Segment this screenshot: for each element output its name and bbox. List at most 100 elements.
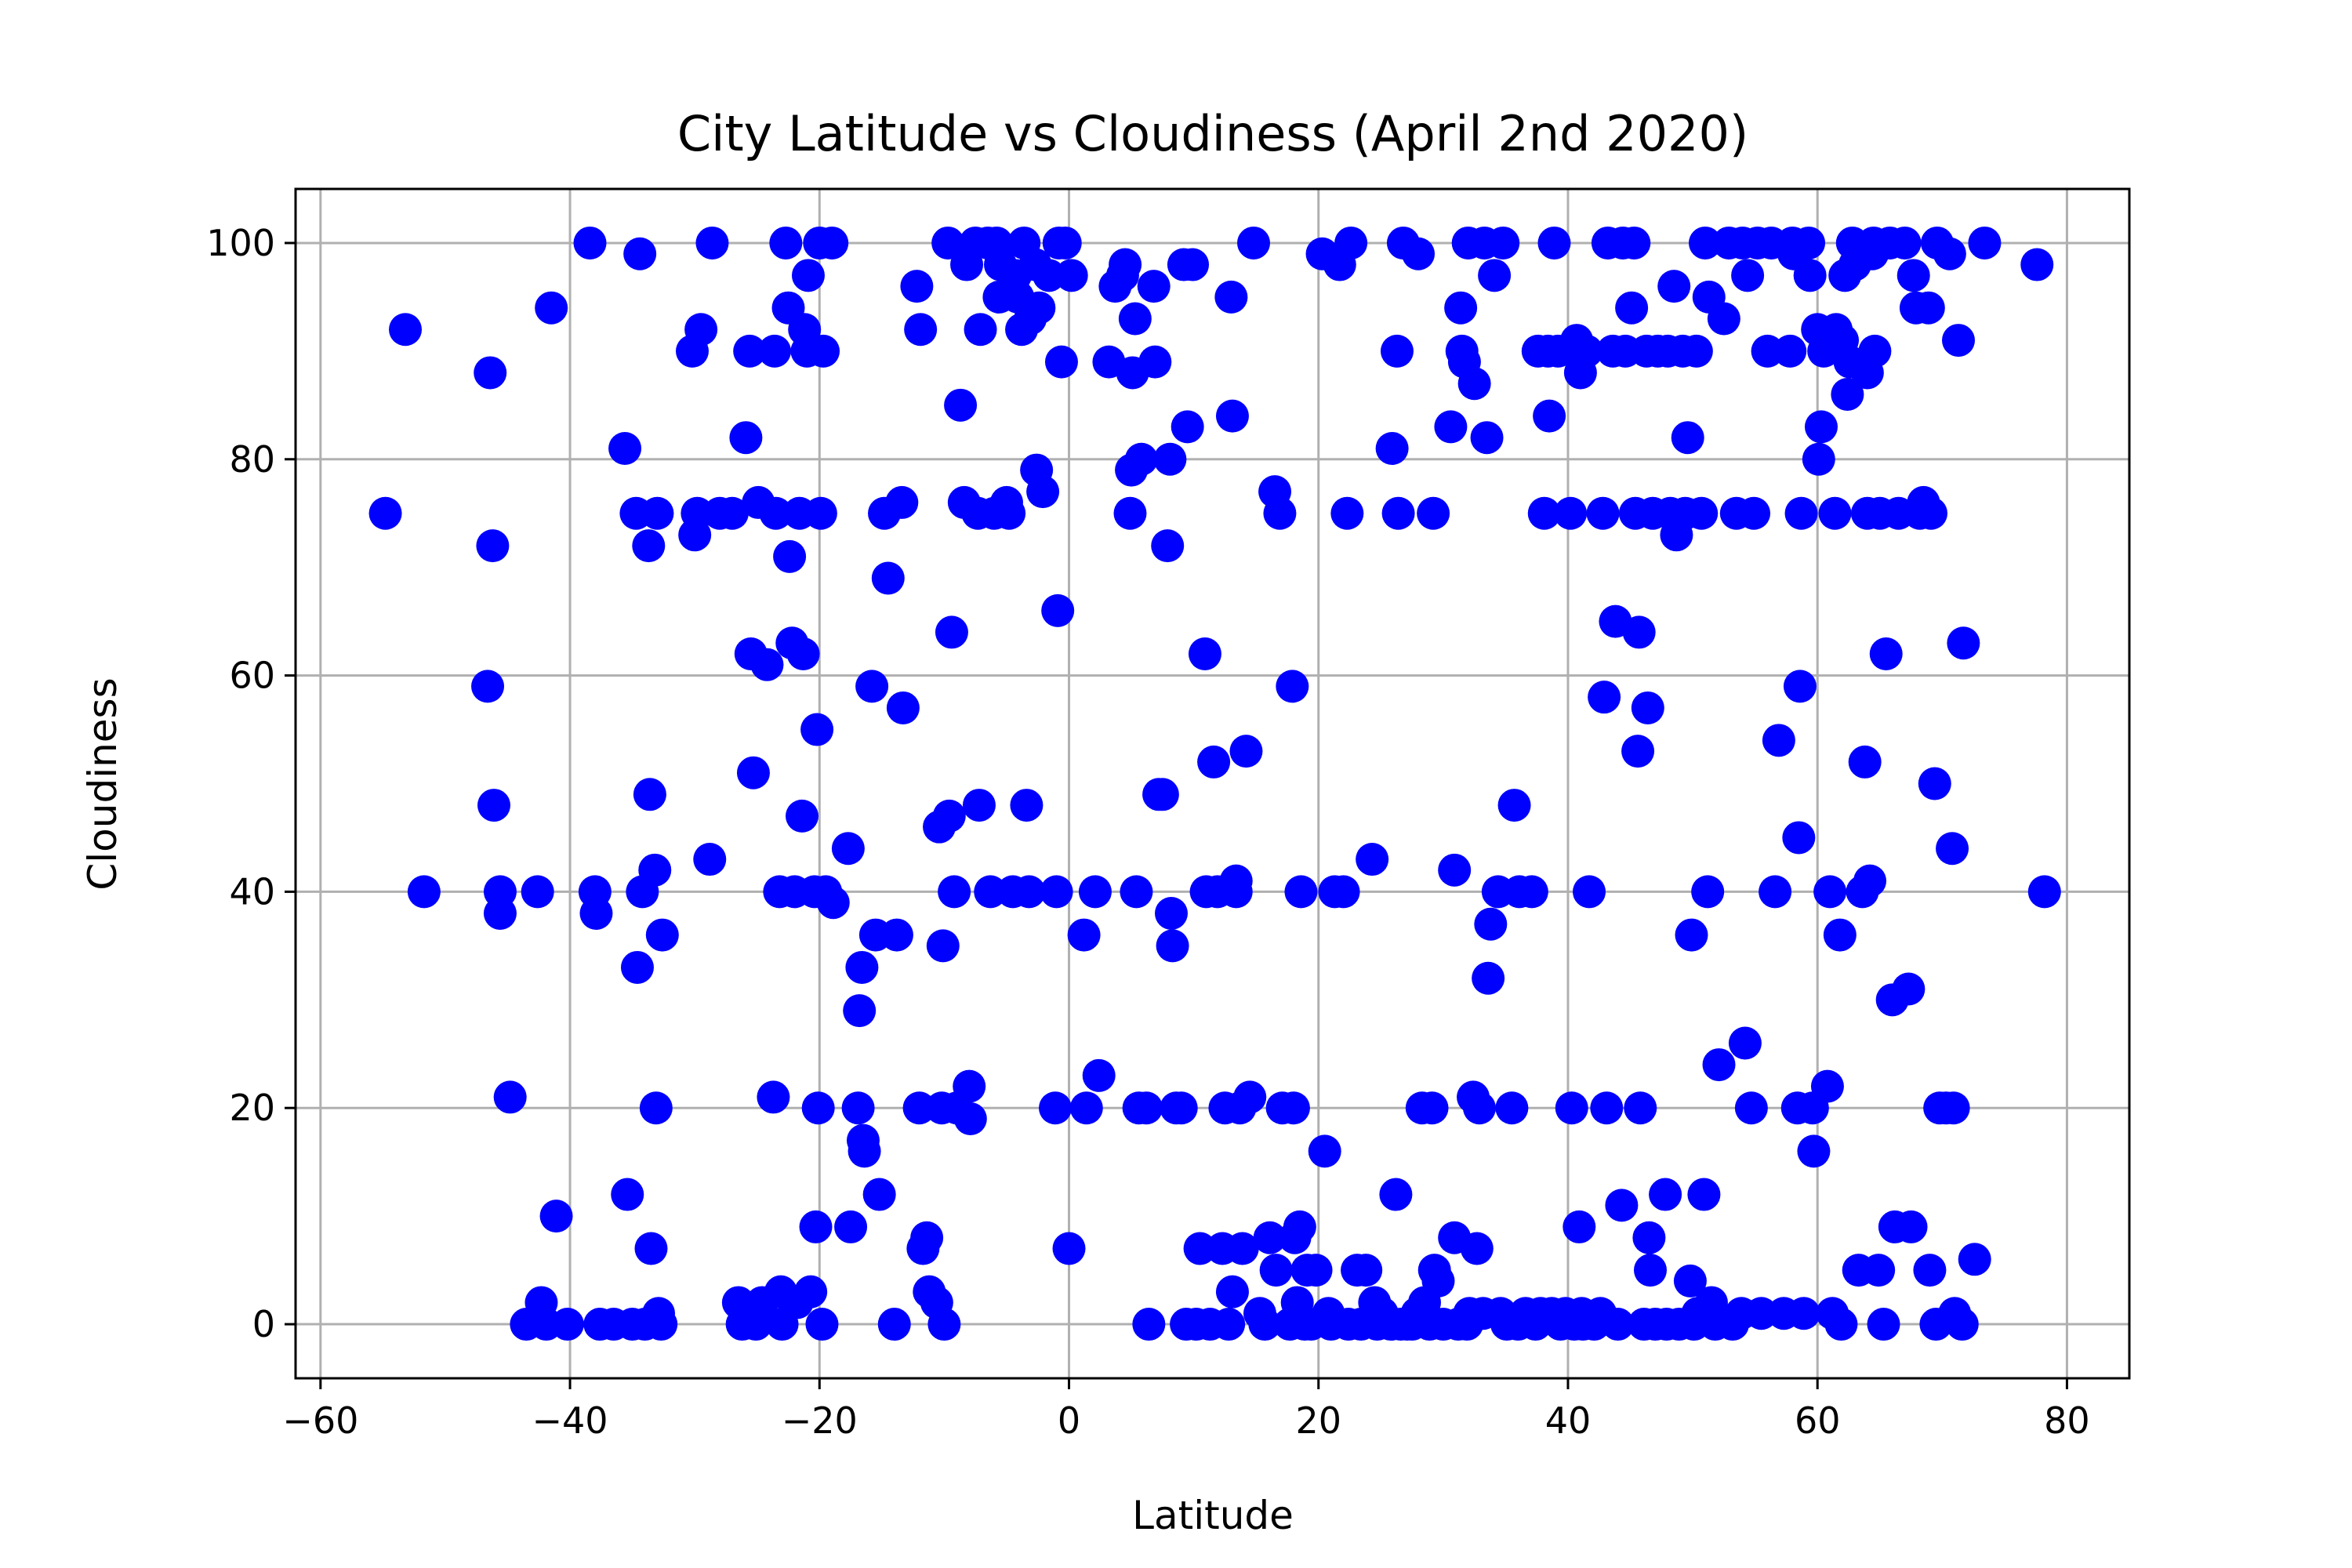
- data-point: [1214, 280, 1248, 314]
- x-tick-label: −20: [782, 1399, 858, 1442]
- data-point: [910, 1221, 944, 1254]
- data-point: [1915, 496, 1948, 530]
- x-tick-label: 80: [2044, 1399, 2090, 1442]
- data-point: [855, 670, 889, 703]
- data-points: [368, 226, 2061, 1341]
- data-point: [1621, 735, 1655, 768]
- data-point: [476, 529, 510, 563]
- data-point: [1463, 1091, 1497, 1125]
- data-point: [1082, 1058, 1116, 1092]
- data-point: [794, 1275, 828, 1308]
- data-point: [1379, 1178, 1413, 1211]
- data-point: [1762, 724, 1795, 757]
- x-axis-ticks: −60 −40 −20 0 20 40 60 80: [282, 1378, 2090, 1442]
- data-point: [886, 691, 920, 724]
- data-point: [1858, 334, 1892, 368]
- data-point: [1586, 496, 1620, 530]
- x-tick-label: 0: [1058, 1399, 1080, 1442]
- data-point: [1153, 442, 1187, 476]
- data-point: [2027, 875, 2061, 909]
- data-point: [638, 853, 672, 887]
- data-point: [1687, 1178, 1721, 1211]
- data-point: [1308, 1134, 1341, 1168]
- data-point: [773, 539, 807, 573]
- y-tick-label: 40: [229, 870, 275, 913]
- data-point: [845, 950, 879, 984]
- data-point: [623, 237, 657, 270]
- data-point: [1831, 378, 1864, 412]
- data-point: [1563, 1210, 1596, 1243]
- data-point: [1457, 367, 1491, 401]
- data-point: [805, 1308, 839, 1341]
- data-point: [1947, 626, 1980, 660]
- data-point: [791, 259, 825, 292]
- data-point: [800, 713, 834, 746]
- data-point: [1675, 918, 1708, 952]
- data-point: [483, 896, 517, 930]
- data-point: [715, 496, 749, 530]
- data-point: [1892, 972, 1926, 1006]
- data-point: [645, 918, 679, 952]
- data-point: [1896, 259, 1930, 292]
- data-point: [1573, 875, 1606, 909]
- data-point: [944, 388, 978, 422]
- data-point: [1078, 875, 1112, 909]
- data-point: [1911, 291, 1945, 325]
- data-point: [885, 485, 919, 519]
- data-point: [535, 291, 568, 325]
- data-point: [1283, 1210, 1316, 1243]
- data-point: [1631, 691, 1664, 724]
- data-point: [1784, 496, 1818, 530]
- data-point: [1176, 248, 1210, 281]
- data-point: [1936, 1091, 1970, 1125]
- data-point: [1349, 1254, 1383, 1287]
- data-point: [880, 918, 913, 952]
- data-point: [1434, 410, 1468, 444]
- data-point: [1145, 778, 1179, 811]
- data-point: [1615, 291, 1649, 325]
- data-point: [608, 431, 642, 465]
- data-point: [639, 1091, 673, 1125]
- data-point: [477, 789, 510, 822]
- data-point: [1276, 670, 1309, 703]
- data-point: [801, 1091, 835, 1125]
- data-point: [1731, 259, 1765, 292]
- data-point: [1132, 1308, 1166, 1341]
- data-point: [1054, 259, 1088, 292]
- data-point: [1415, 1091, 1449, 1125]
- data-point: [1793, 259, 1827, 292]
- x-tick-label: 40: [1545, 1399, 1592, 1442]
- data-point: [757, 1080, 790, 1114]
- data-point: [1823, 918, 1857, 952]
- data-point: [1537, 226, 1571, 260]
- data-point: [1137, 270, 1171, 303]
- data-point: [841, 1091, 875, 1125]
- data-point: [1330, 496, 1364, 530]
- data-point: [962, 789, 996, 822]
- data-point: [1215, 1275, 1249, 1308]
- data-point: [1444, 291, 1478, 325]
- data-point: [1417, 496, 1450, 530]
- x-tick-label: −60: [282, 1399, 358, 1442]
- data-point: [1554, 496, 1588, 530]
- data-point: [1334, 226, 1368, 260]
- data-point: [1259, 1254, 1293, 1287]
- data-point: [953, 1069, 986, 1103]
- data-point: [1797, 1134, 1831, 1168]
- data-point: [1671, 421, 1704, 455]
- data-point: [493, 1080, 527, 1114]
- y-tick-label: 100: [206, 222, 275, 264]
- data-point: [1848, 745, 1882, 779]
- data-point: [1555, 1091, 1588, 1125]
- data-point: [1968, 226, 2002, 260]
- data-point: [1702, 1048, 1736, 1082]
- data-point: [632, 529, 666, 563]
- data-point: [471, 670, 505, 703]
- data-point: [904, 313, 938, 347]
- data-point: [1253, 1221, 1287, 1254]
- data-point: [1069, 1091, 1103, 1125]
- data-point: [1188, 637, 1221, 671]
- data-point: [1862, 1254, 1896, 1287]
- data-point: [1918, 767, 1951, 800]
